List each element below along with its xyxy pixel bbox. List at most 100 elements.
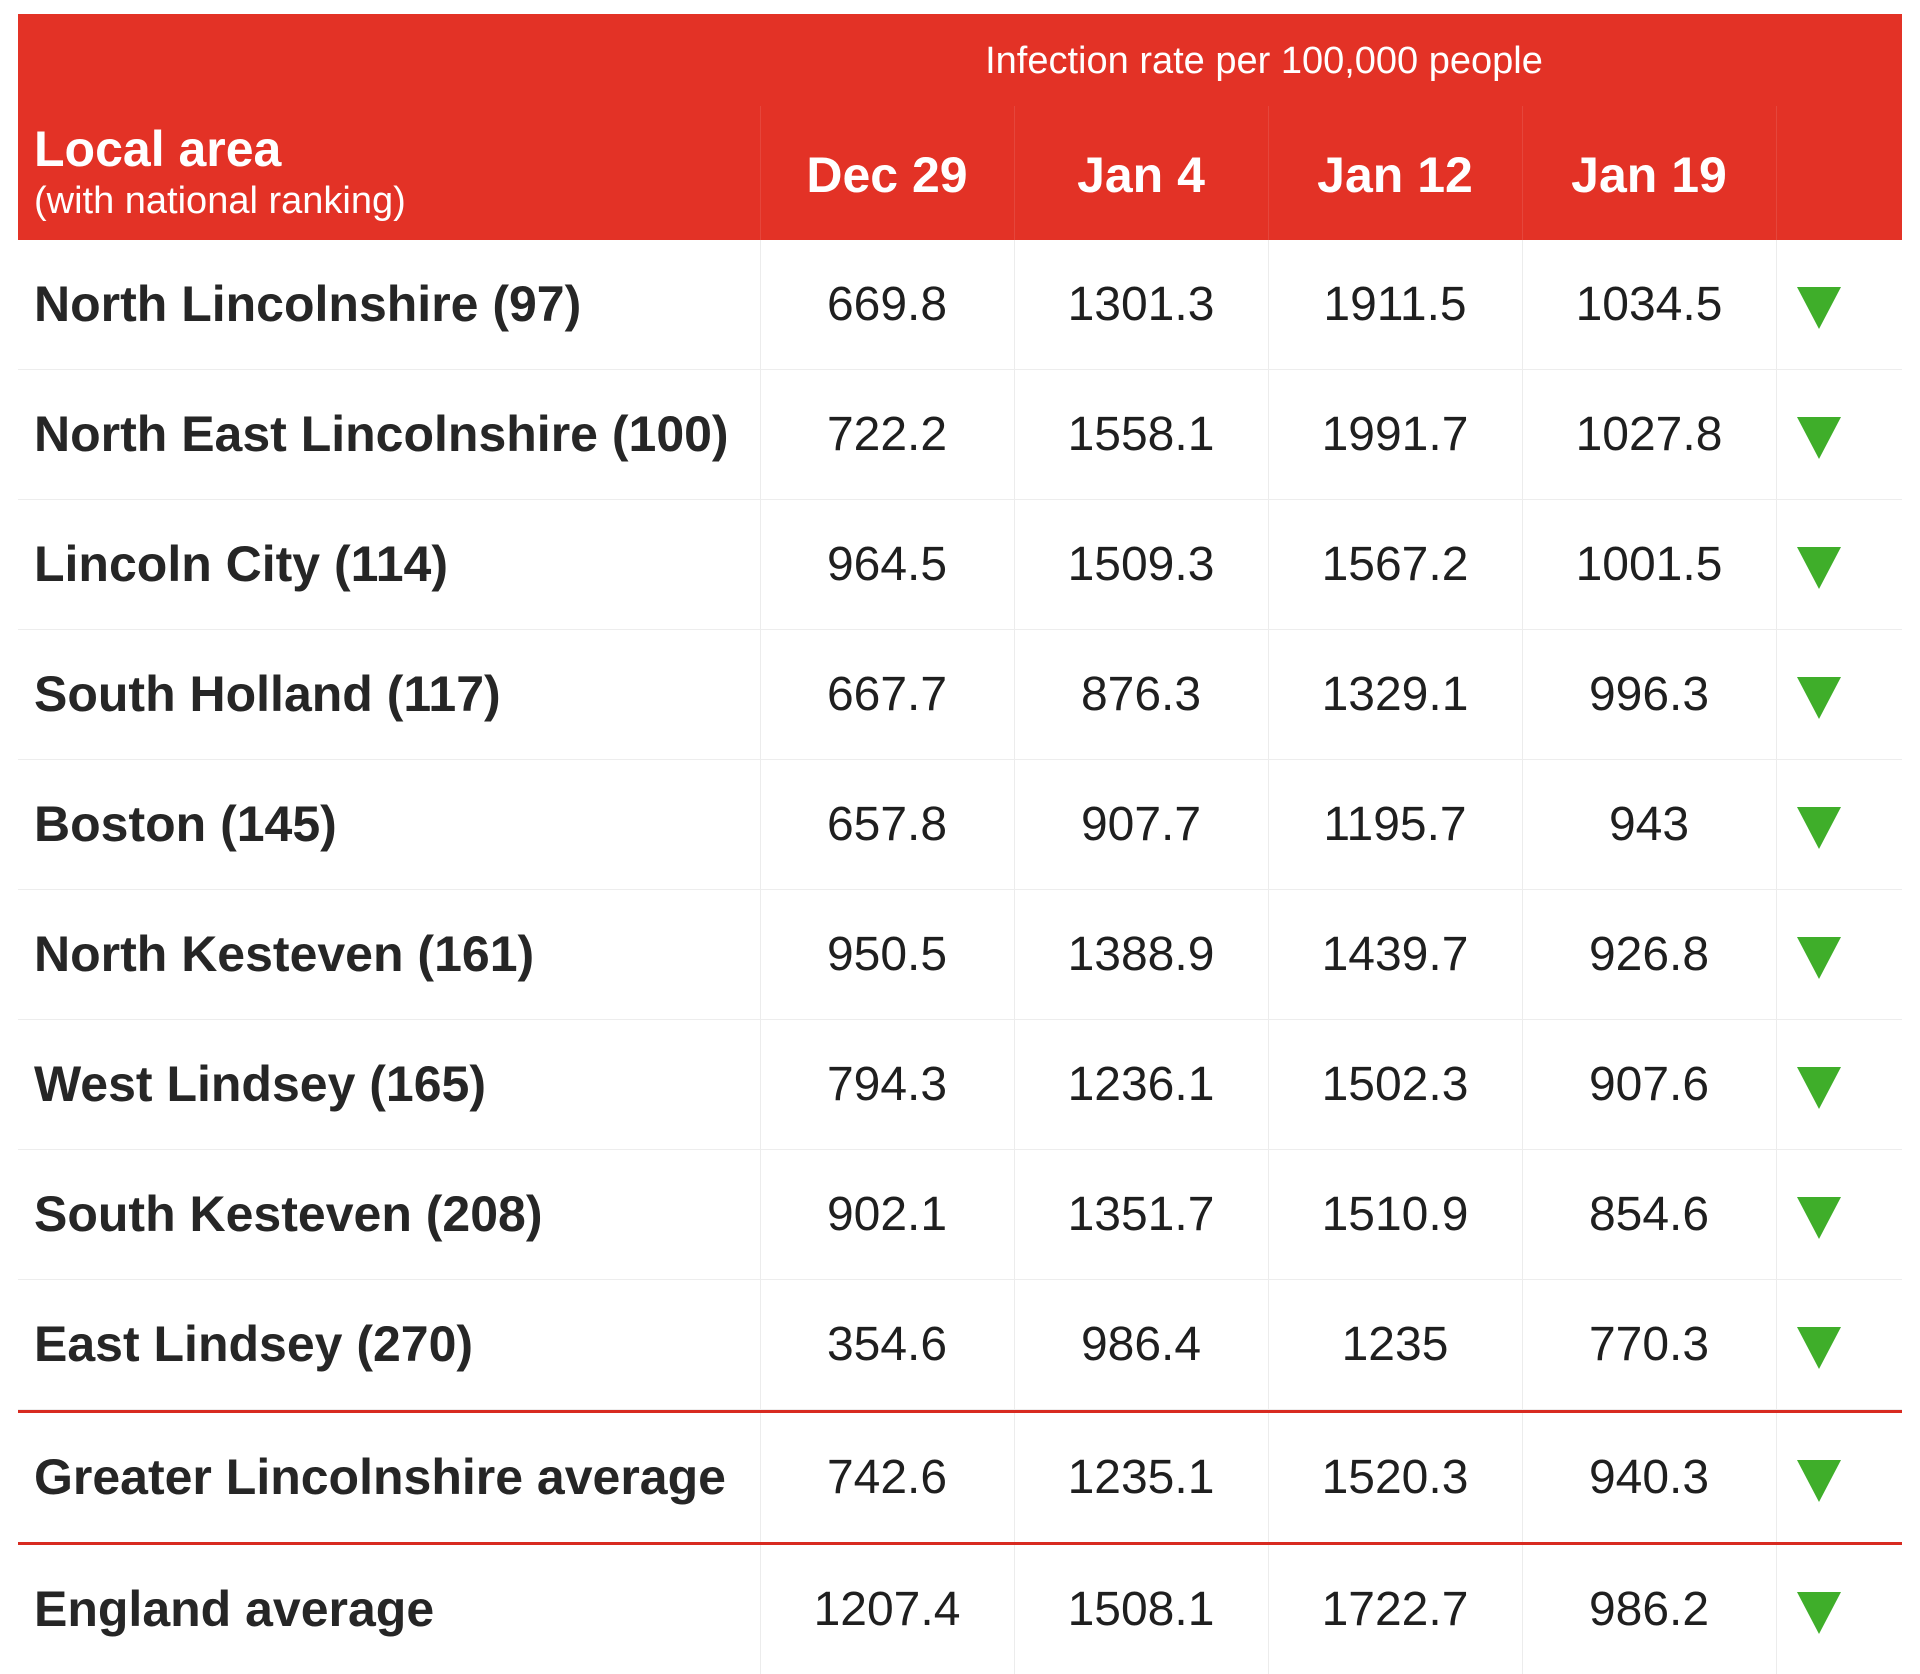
rate-value: 742.6 <box>826 1451 948 1504</box>
column-divider <box>1268 1280 1269 1409</box>
rate-value: 1508.1 <box>1067 1583 1215 1636</box>
rate-value: 854.6 <box>1588 1188 1710 1241</box>
rate-value: 667.7 <box>826 668 948 721</box>
area-name: Lincoln City (114) <box>34 536 448 592</box>
column-divider <box>760 500 761 629</box>
rate-value: 1911.5 <box>1323 278 1467 331</box>
rate-value: 354.6 <box>826 1318 948 1371</box>
down-arrow-icon <box>1797 547 1841 589</box>
column-divider <box>760 1020 761 1149</box>
rate-value: 770.3 <box>1588 1318 1710 1371</box>
rate-value: 1509.3 <box>1067 538 1215 591</box>
down-arrow-icon <box>1797 807 1841 849</box>
column-divider <box>1776 1280 1777 1409</box>
table-body: North Lincolnshire (97) 669.8 1301.3 1911.5… <box>18 240 1902 1674</box>
column-divider <box>1522 1413 1523 1542</box>
column-divider <box>1522 1150 1523 1279</box>
rate-value: 950.5 <box>826 928 948 981</box>
table-row: North Kesteven (161) 950.5 1388.9 1439.7 926… <box>18 890 1902 1020</box>
down-arrow-icon <box>1797 417 1841 459</box>
column-divider <box>760 630 761 759</box>
rate-value: 1001.5 <box>1575 538 1723 591</box>
rate-value: 1351.7 <box>1067 1188 1215 1241</box>
column-divider <box>1522 370 1523 499</box>
column-divider <box>1014 760 1015 889</box>
table-row: North Lincolnshire (97) 669.8 1301.3 1911.5… <box>18 240 1902 370</box>
column-divider <box>1522 500 1523 629</box>
rate-value: 1722.7 <box>1321 1583 1469 1636</box>
table-row: South Kesteven (208) 902.1 1351.7 1510.9 854… <box>18 1150 1902 1280</box>
area-name: Boston (145) <box>34 796 337 852</box>
rate-value: 1236.1 <box>1067 1058 1215 1111</box>
table-row: East Lindsey (270) 354.6 986.4 1235 770.3 <box>18 1280 1902 1410</box>
column-divider <box>1268 760 1269 889</box>
average-row: England average 1207.4 1508.1 1722.7 986.2 <box>18 1545 1902 1674</box>
area-name: South Kesteven (208) <box>34 1186 543 1242</box>
area-name: North East Lincolnshire (100) <box>34 406 729 462</box>
header-divider <box>1268 106 1269 240</box>
rate-value: 657.8 <box>826 798 948 851</box>
rate-value: 1027.8 <box>1575 408 1723 461</box>
rate-value: 964.5 <box>826 538 948 591</box>
column-divider <box>760 1413 761 1542</box>
column-divider <box>1268 1020 1269 1149</box>
group-header-title: Infection rate per 100,000 people <box>985 40 1543 82</box>
rate-value: 1558.1 <box>1067 408 1215 461</box>
area-name: North Kesteven (161) <box>34 926 535 982</box>
column-divider <box>1776 890 1777 1019</box>
column-header-jan-12: Jan 12 <box>1317 147 1473 203</box>
rate-value: 1207.4 <box>813 1583 961 1636</box>
column-divider <box>1776 1020 1777 1149</box>
column-divider <box>1014 1150 1015 1279</box>
column-divider <box>1268 240 1269 369</box>
table-row: South Holland (117) 667.7 876.3 1329.1 996.3 <box>18 630 1902 760</box>
column-divider <box>1522 240 1523 369</box>
row-header-title: Local area <box>34 121 282 177</box>
column-divider <box>1014 370 1015 499</box>
column-divider <box>760 760 761 889</box>
header-divider <box>760 106 761 240</box>
column-divider <box>1014 240 1015 369</box>
average-row: Greater Lincolnshire average 742.6 1235.1 1… <box>18 1410 1902 1545</box>
table-row: Lincoln City (114) 964.5 1509.3 1567.2 1001.… <box>18 500 1902 630</box>
column-divider <box>1014 890 1015 1019</box>
column-divider <box>1522 1280 1523 1409</box>
column-divider <box>1268 500 1269 629</box>
column-divider <box>1776 1150 1777 1279</box>
rate-value: 986.2 <box>1588 1583 1710 1636</box>
column-divider <box>1014 500 1015 629</box>
rate-value: 902.1 <box>826 1188 948 1241</box>
column-divider <box>1268 890 1269 1019</box>
down-arrow-icon <box>1797 1197 1841 1239</box>
column-divider <box>1522 630 1523 759</box>
area-name: East Lindsey (270) <box>34 1316 474 1372</box>
rate-value: 1235 <box>1341 1318 1449 1371</box>
rate-value: 1329.1 <box>1321 668 1469 721</box>
down-arrow-icon <box>1797 287 1841 329</box>
column-header-jan-4: Jan 4 <box>1077 147 1205 203</box>
column-divider <box>1268 1545 1269 1674</box>
column-divider <box>760 370 761 499</box>
area-name: South Holland (117) <box>34 666 501 722</box>
area-name: North Lincolnshire (97) <box>34 276 582 332</box>
column-divider <box>1776 500 1777 629</box>
column-divider <box>1268 1150 1269 1279</box>
table-row: Boston (145) 657.8 907.7 1195.7 943 <box>18 760 1902 890</box>
rate-value: 986.4 <box>1080 1318 1202 1371</box>
rate-value: 926.8 <box>1588 928 1710 981</box>
table-row: North East Lincolnshire (100) 722.2 1558.1… <box>18 370 1902 500</box>
average-name: England average <box>34 1581 435 1637</box>
column-divider <box>1014 1545 1015 1674</box>
rate-value: 1510.9 <box>1321 1188 1469 1241</box>
down-arrow-icon <box>1797 937 1841 979</box>
rate-value: 1388.9 <box>1067 928 1215 981</box>
table-header: Infection rate per 100,000 people Local … <box>18 14 1902 240</box>
column-divider <box>1014 630 1015 759</box>
row-header-subtitle: (with national ranking) <box>34 180 406 222</box>
header-divider <box>1522 106 1523 240</box>
rate-value: 1034.5 <box>1575 278 1723 331</box>
rate-value: 876.3 <box>1080 668 1202 721</box>
column-header-dec-29: Dec 29 <box>806 147 968 203</box>
rate-value: 996.3 <box>1588 668 1710 721</box>
rate-value: 907.6 <box>1588 1058 1710 1111</box>
